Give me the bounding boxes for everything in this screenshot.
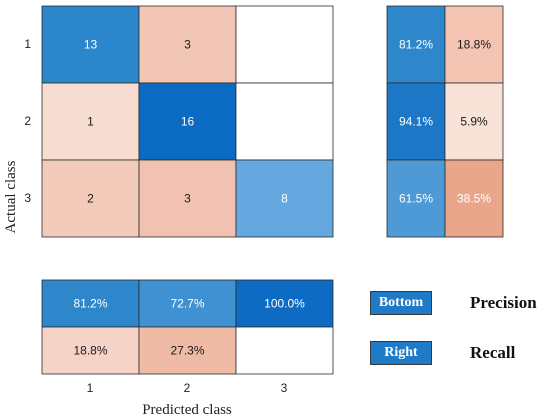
col-summary-cell-1-3 [235, 279, 334, 328]
row-summary-cell-1-1 [386, 5, 446, 84]
x-tick-label-1: 1 [87, 381, 94, 395]
legend-bottom-tag: Bottom [370, 291, 432, 315]
row-summary-value-3-2: 38.5% [457, 192, 491, 206]
y-tick-label-3: 3 [24, 191, 31, 205]
row-summary-cell-2-1 [386, 82, 446, 161]
matrix-cell-3-2 [138, 159, 237, 238]
matrix-cell-3-1 [41, 159, 140, 238]
legend-precision-label: Precision [470, 293, 537, 312]
row-summary-cell-3-1 [386, 159, 446, 238]
row-summary-value-1-2: 18.8% [457, 38, 491, 52]
col-summary-cell-2-3 [235, 326, 334, 375]
col-summary-value-1-3: 100.0% [264, 297, 305, 311]
row-summary-value-2-2: 5.9% [460, 115, 488, 129]
y-tick-label-1: 1 [24, 37, 31, 51]
matrix-cell-1-3 [235, 5, 334, 84]
matrix-cell-1-1 [41, 5, 140, 84]
col-summary-cell-2-2 [138, 326, 237, 375]
matrix-value-1-1: 13 [84, 38, 98, 52]
x-axis-title: Predicted class [142, 402, 232, 418]
row-summary-value-1-1: 81.2% [399, 38, 433, 52]
col-summary-value-1-2: 72.7% [170, 297, 204, 311]
matrix-value-3-1: 2 [87, 192, 94, 206]
matrix-cell-2-3 [235, 82, 334, 161]
matrix-cell-2-1 [41, 82, 140, 161]
x-tick-label-3: 3 [281, 381, 288, 395]
matrix-value-2-1: 1 [87, 115, 94, 129]
y-axis-title: Actual class [3, 160, 19, 233]
matrix-value-1-2: 3 [184, 38, 191, 52]
col-summary-value-2-2: 27.3% [170, 344, 204, 358]
col-summary-cell-1-1 [41, 279, 140, 328]
row-summary-cell-2-2 [444, 82, 504, 161]
row-summary-value-3-1: 61.5% [399, 192, 433, 206]
row-summary-panel: 81.2% 18.8% 94.1% 5.9% 61.5% 38.5% [386, 5, 504, 238]
col-summary-value-1-1: 81.2% [73, 297, 107, 311]
confusion-matrix: 13 3 1 16 2 3 8 [41, 5, 334, 238]
matrix-cell-2-2 [138, 82, 237, 161]
matrix-cell-3-3 [235, 159, 334, 238]
y-tick-label-2: 2 [24, 114, 31, 128]
legend-right-tag: Right [370, 341, 432, 365]
x-tick-label-2: 2 [184, 381, 191, 395]
axis-labels: 1 2 3 1 2 3 Predicted class Actual class [3, 37, 288, 418]
matrix-cell-1-2 [138, 5, 237, 84]
matrix-value-3-2: 3 [184, 192, 191, 206]
row-summary-cell-3-2 [444, 159, 504, 238]
legend-recall-label: Recall [470, 343, 516, 362]
matrix-value-2-2: 16 [181, 115, 195, 129]
column-summary-panel: 81.2% 72.7% 100.0% 18.8% 27.3% [41, 279, 334, 375]
matrix-value-3-3: 8 [281, 192, 288, 206]
col-summary-value-2-1: 18.8% [73, 344, 107, 358]
col-summary-cell-2-1 [41, 326, 140, 375]
row-summary-value-2-1: 94.1% [399, 115, 433, 129]
